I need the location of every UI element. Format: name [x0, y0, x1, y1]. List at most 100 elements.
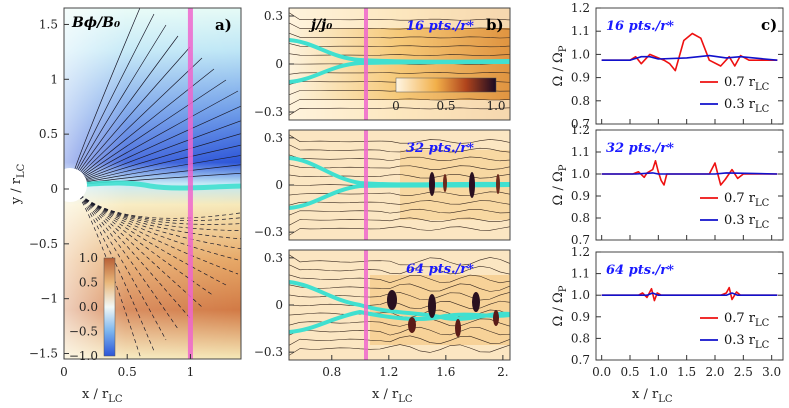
- x-tick-label: 1.0: [649, 365, 668, 379]
- y-tick-label: 0.3: [264, 251, 283, 265]
- colorbar-tick-label: 1.0: [486, 99, 505, 113]
- light-cylinder-line: [364, 250, 368, 360]
- panel-c-ylabel: Ω / ΩP: [551, 285, 569, 326]
- x-tick-label: 0.5: [620, 365, 639, 379]
- panel-a-ylabel: y / rLC: [9, 163, 27, 205]
- y-tick-label: 0.8: [571, 211, 590, 225]
- x-tick-label: 2.5: [734, 365, 753, 379]
- y-tick-label: 1.2: [571, 1, 590, 15]
- field-line: [289, 154, 510, 162]
- y-tick-label: 0.7: [571, 353, 590, 367]
- colorbar-b-ticks: 0 0.5 1.0: [392, 99, 505, 113]
- panel-c-ylabel: Ω / ΩP: [551, 45, 569, 86]
- field-line: [69, 184, 239, 275]
- y-tick-label: 0: [275, 178, 283, 192]
- field-line: [289, 53, 510, 57]
- field-line: [289, 164, 510, 170]
- panel-b-resolution-32: 32 pts./r*: [406, 141, 474, 156]
- panel-b-current-spots-64: [387, 290, 499, 337]
- x-tick-label: 2.0: [705, 365, 724, 379]
- x-tick-label: 0.0: [592, 365, 611, 379]
- y-tick-label: 0.9: [571, 310, 590, 324]
- y-tick-label: 1.1: [571, 145, 590, 159]
- y-tick-label: 1.2: [571, 123, 590, 137]
- colorbar-b: [395, 77, 497, 93]
- series-line: [601, 172, 778, 175]
- colorbar-tick-label: 0.5: [436, 99, 455, 113]
- y-tick-label: −0.3: [254, 345, 283, 359]
- field-line: [289, 134, 510, 144]
- y-tick-label: 1.0: [571, 167, 590, 181]
- x-tick-label: 1: [187, 365, 195, 379]
- panel-b-subpanel-32: [289, 130, 510, 240]
- colorbar-a-ticks: 1.0 0.5 0.0 −0.5 −1.0: [69, 251, 98, 363]
- panel-b-subpanel-16: [289, 8, 510, 120]
- x-tick-label: 0.5: [118, 365, 137, 379]
- y-tick-label: −1.5: [29, 347, 58, 361]
- y-tick-label: 1.1: [571, 267, 590, 281]
- field-line: [289, 107, 510, 116]
- panel-c-ylabel: Ω / ΩP: [551, 164, 569, 205]
- y-tick-label: 0: [275, 298, 283, 312]
- colorbar-tick-label: 1.0: [79, 251, 98, 265]
- y-tick-label: 1.2: [571, 245, 590, 259]
- y-tick-label: 1.0: [571, 288, 590, 302]
- field-line: [289, 22, 510, 30]
- x-tick-label: 3.0: [762, 365, 781, 379]
- panel-b-field-label: j/j₀: [308, 17, 332, 33]
- x-tick-label: 2.: [497, 365, 508, 379]
- y-tick-label: −0.3: [254, 225, 283, 239]
- field-line: [289, 274, 510, 284]
- panel-b: j/j₀ b) 16 pts./r* 0 0.5 1.0 32 pts./r*: [254, 7, 511, 405]
- colorbar-tick-label: −1.0: [69, 349, 98, 363]
- panel-a: Bϕ/B₀ a) 1.00.50.0−0.5−1.0 0 0.5 11.510.50…: [9, 7, 242, 405]
- field-line: [289, 12, 510, 21]
- field-line: [289, 254, 510, 266]
- field-line: [69, 184, 227, 286]
- current-sheet: [64, 180, 241, 191]
- legend-label: 0.3 rLC: [724, 213, 770, 231]
- x-tick-label: 0: [60, 365, 68, 379]
- field-line: [289, 98, 510, 106]
- panel-b-ticks: 0.3 0 −0.3 0.3 0 −0.3 0.3 0 −0.3 0.8 1.2 1.6 2.: [254, 9, 509, 379]
- panel-b-resolution-16: 16 pts./r*: [406, 19, 474, 34]
- star-surface: [64, 168, 87, 202]
- x-tick-label: 1.2: [379, 365, 398, 379]
- field-line: [69, 184, 203, 308]
- field-line: [289, 264, 510, 275]
- y-tick-label: 0.7: [571, 233, 590, 247]
- x-tick-label: 1.5: [677, 365, 696, 379]
- y-tick-label: −0.3: [254, 105, 283, 119]
- y-tick-label: 0.8: [571, 94, 590, 108]
- y-tick-label: 1.1: [571, 24, 590, 38]
- series-line: [601, 292, 778, 296]
- panel-b-resolution-64: 64 pts./r*: [406, 262, 474, 277]
- panel-a-field-label: Bϕ/B₀: [71, 15, 120, 31]
- panel-c-resolution-label: 64 pts./r*: [606, 263, 674, 278]
- series-line: [601, 32, 778, 72]
- panel-b-label: b): [486, 16, 504, 34]
- y-tick-label: 1.0: [571, 47, 590, 61]
- panel-c-label: c): [761, 16, 777, 34]
- field-line: [289, 217, 510, 226]
- y-tick-label: 0: [50, 182, 58, 196]
- field-line: [289, 344, 510, 356]
- colorbar-tick-label: 0.5: [79, 276, 98, 290]
- x-tick-label: 1.6: [436, 365, 455, 379]
- panel-c: 1.2 1.1 1.0 0.9 0.8 0.7 0.7 rLC 0.3 rLC 16 pts./…: [551, 1, 784, 405]
- colorbar-tick-label: −0.5: [69, 325, 98, 339]
- panel-b-subpanel-64: [289, 250, 510, 360]
- field-line: [289, 283, 510, 292]
- panel-b-current-spots-32: [429, 172, 500, 198]
- panel-b-xlabel: x / rLC: [372, 387, 413, 405]
- y-tick-label: 0.9: [571, 189, 590, 203]
- colorbar-tick-label: 0.0: [79, 300, 98, 314]
- panel-c-subpanel: 1.2 1.1 1.0 0.9 0.8 0.70.0 0.5 1.0 1.5 2.0 2.5 3.0 0…: [551, 245, 784, 379]
- field-line: [289, 208, 510, 216]
- legend-label: 0.7 rLC: [724, 75, 770, 93]
- field-line: [289, 226, 510, 236]
- y-tick-label: 0.3: [264, 9, 283, 23]
- panel-a-ticks: 0 0.5 1 1.5 1 0.5 0 −0.5 −1 −1.5: [29, 17, 194, 379]
- colorbar-a: [103, 257, 116, 357]
